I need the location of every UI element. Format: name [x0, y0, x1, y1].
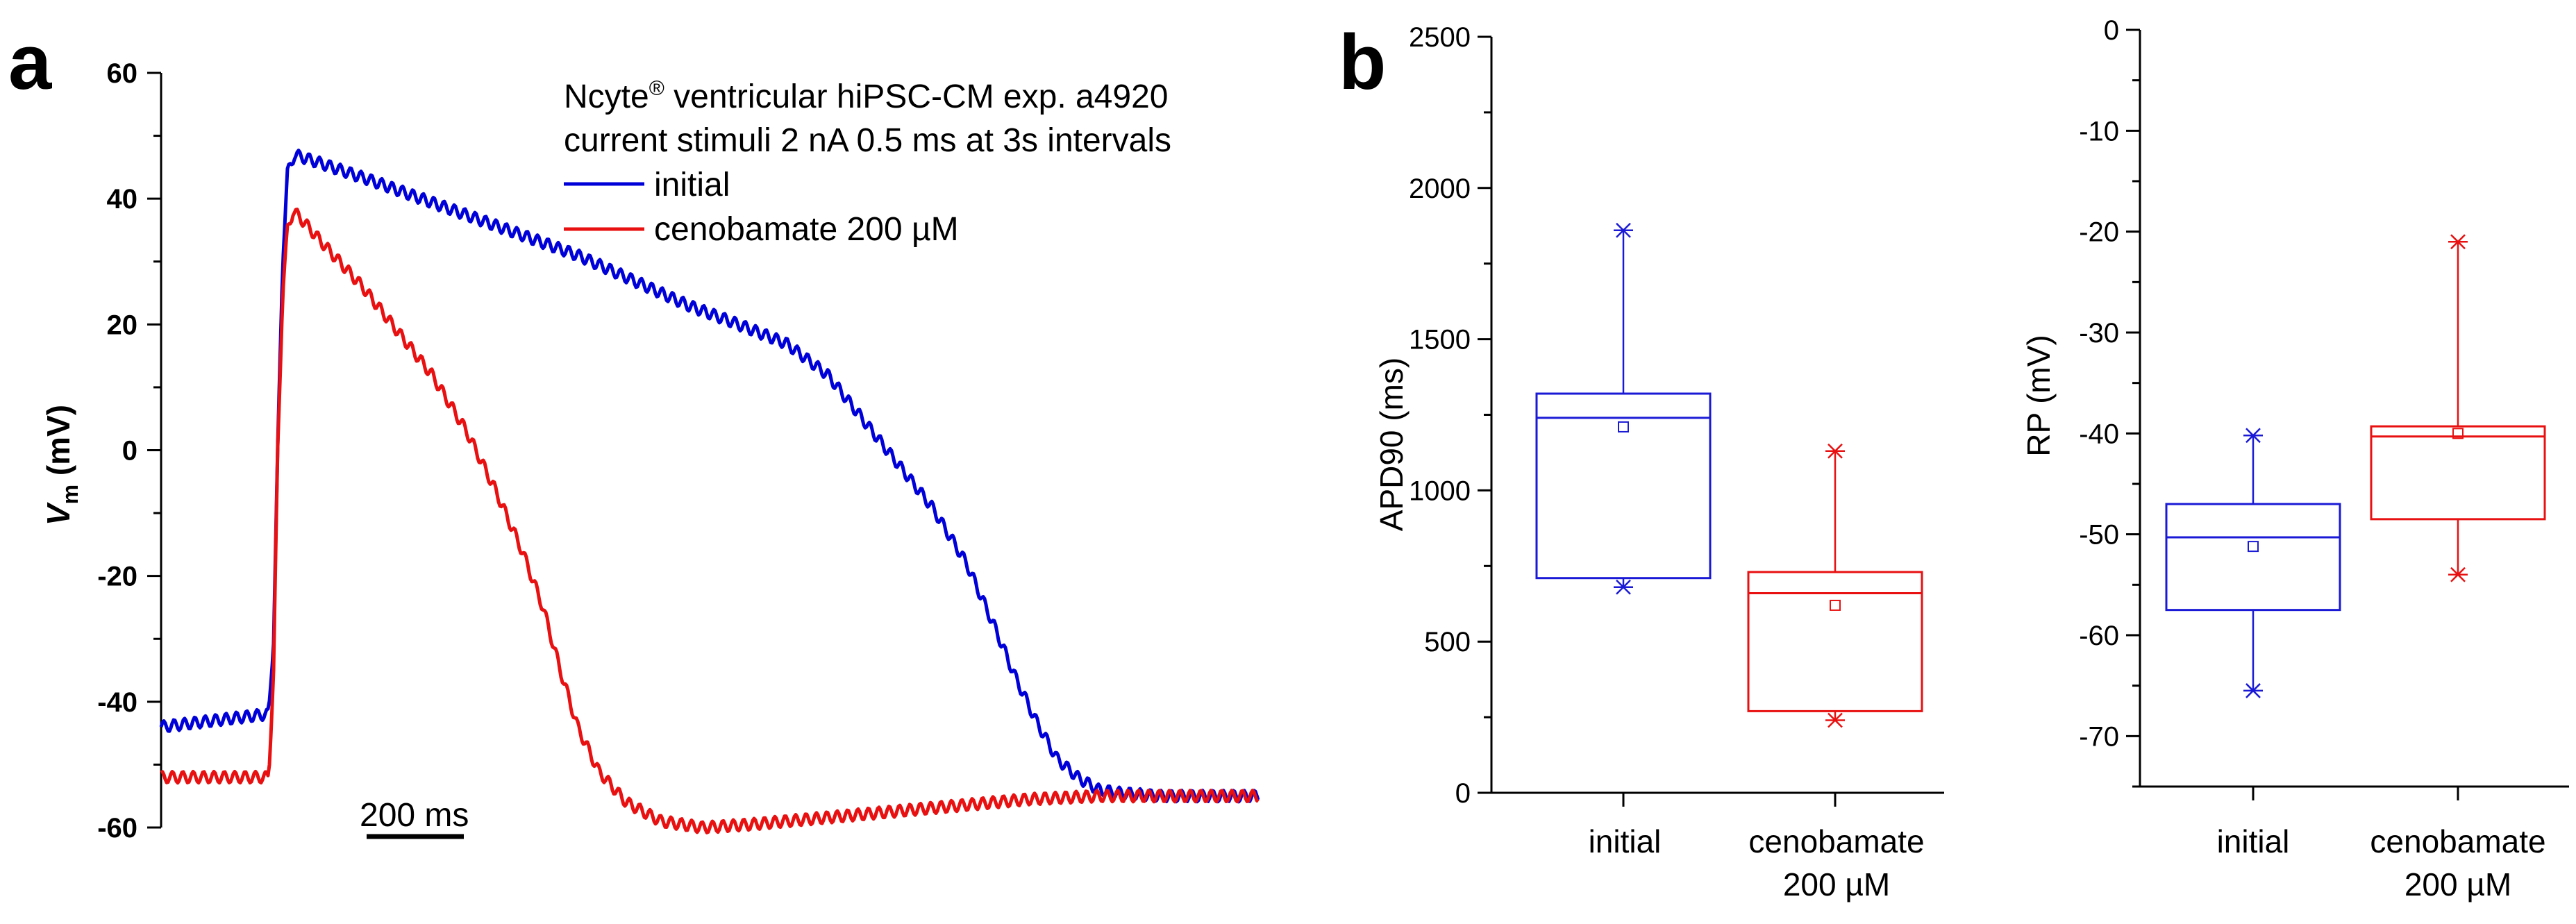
- rp-initial-mean: [2248, 541, 2259, 553]
- scale-bar-label: 200 ms: [360, 797, 469, 834]
- rp-y-tick-label: 0: [2104, 15, 2119, 46]
- rp-y-tick-label: -20: [2079, 217, 2119, 248]
- apd90-cenobamate-max-marker: [1828, 443, 1843, 459]
- legend-label-cenobamate: cenobamate 200 µM: [654, 211, 959, 248]
- legend-label-initial: initial: [654, 167, 730, 203]
- rp-y-axis: 0 -10 -20 -30 -40 -50 -60 -70: [2079, 15, 2569, 800]
- trace-y-tick-label: 0: [122, 436, 137, 467]
- trace-y-tick-label: -60: [97, 813, 137, 843]
- panel-letter-b: b: [1339, 19, 1386, 106]
- rp-initial-box: [2165, 503, 2341, 612]
- apd90-cat-dose: 200 µM: [1783, 866, 1890, 902]
- annotation-line1: Ncyte® ventricular hiPSC-CM exp. a4920: [564, 77, 1168, 115]
- apd90-y-tick-label: 500: [1424, 627, 1471, 657]
- trace-series: [159, 149, 1260, 834]
- rp-cenobamate-min-marker: [2450, 566, 2466, 582]
- apd90-cenobamate-min-marker: [1828, 712, 1843, 728]
- trace-y-title-unit: (mV): [40, 405, 76, 485]
- rp-cenobamate-max-marker: [2450, 234, 2466, 250]
- trace-line-cenobamate: [160, 208, 1260, 834]
- annotation-line1-sup: ®: [649, 77, 664, 100]
- rp-boxes: [2165, 234, 2546, 698]
- trace-y-axis-title: Vm (mV): [40, 405, 83, 526]
- rp-y-tick-label: -50: [2079, 520, 2119, 551]
- panel-letter-a: a: [8, 19, 52, 106]
- apd90-cat-cenobamate: cenobamate: [1748, 823, 1924, 859]
- trace-y-tick-label: 60: [107, 58, 138, 89]
- rp-y-tick-label: -70: [2079, 721, 2119, 752]
- trace-line-initial: [159, 149, 1260, 804]
- apd90-initial-mean: [1618, 421, 1629, 432]
- apd90-y-tick-label: 2000: [1409, 174, 1471, 204]
- apd90-y-axis: 2500 2000 1500 1000 500 0: [1409, 22, 1944, 809]
- apd90-y-tick-label: 1500: [1409, 325, 1471, 355]
- trace-y-tick-label: -20: [97, 562, 137, 592]
- rp-cat-cenobamate: cenobamate: [2370, 823, 2545, 859]
- rp-y-tick-label: -40: [2079, 419, 2119, 449]
- rp-y-axis-title: RP (mV): [2021, 335, 2057, 457]
- rp-cenobamate-box: [2370, 425, 2546, 521]
- rp-y-tick-label: -30: [2079, 318, 2119, 348]
- apd90-y-tick-label: 1000: [1409, 476, 1471, 506]
- rp-initial-min-marker: [2245, 683, 2261, 698]
- apd90-y-axis-title: APD90 (ms): [1373, 358, 1410, 531]
- apd90-y-tick-label: 0: [1455, 778, 1471, 809]
- apd90-y-tick-label: 2500: [1409, 22, 1471, 53]
- annotation-line1-suffix: ventricular hiPSC-CM exp. a4920: [664, 78, 1169, 115]
- apd90-initial-box: [1535, 392, 1712, 580]
- rp-cat-initial: initial: [2217, 823, 2290, 859]
- trace-y-tick-labels: 60 40 20 0 -20 -40 -60: [97, 58, 137, 843]
- trace-y-title-sub: m: [58, 485, 83, 504]
- trace-y-tick-label: 20: [107, 310, 138, 340]
- rp-cenobamate-mean: [2452, 428, 2464, 439]
- trace-y-tick-label: -40: [97, 687, 137, 718]
- apd90-cat-initial: initial: [1589, 823, 1662, 859]
- rp-initial-max-marker: [2245, 428, 2261, 444]
- apd90-cenobamate-box: [1747, 571, 1923, 712]
- annotation-line2: current stimuli 2 nA 0.5 ms at 3s interv…: [564, 122, 1171, 159]
- apd90-cenobamate-mean: [1830, 599, 1841, 611]
- trace-y-title-main: V: [40, 502, 76, 526]
- apd90-initial-max-marker: [1616, 222, 1631, 238]
- trace-y-tick-label: 40: [107, 184, 138, 215]
- apd90-initial-min-marker: [1616, 579, 1631, 595]
- rp-y-tick-label: -10: [2079, 116, 2119, 146]
- annotation-line1-prefix: Ncyte: [564, 78, 649, 115]
- rp-cat-dose: 200 µM: [2404, 866, 2511, 902]
- rp-y-tick-label: -60: [2079, 621, 2119, 651]
- trace-y-axis: [147, 72, 162, 829]
- apd90-boxes: [1535, 222, 1923, 728]
